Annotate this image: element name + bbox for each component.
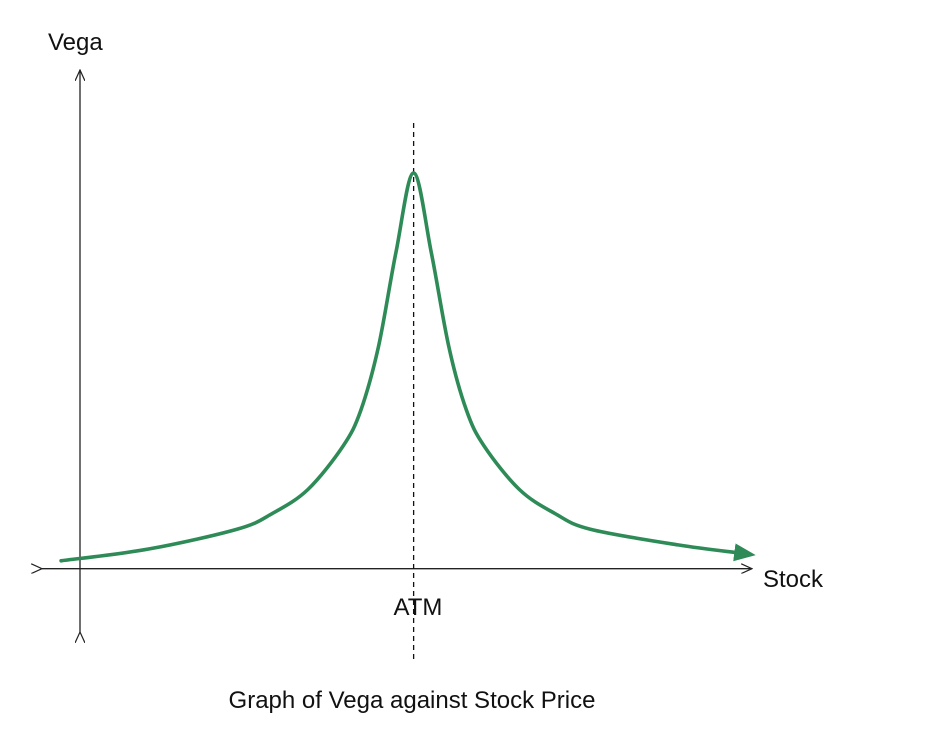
chart-title: Graph of Vega against Stock Price: [229, 687, 596, 714]
atm-label: ATM: [394, 594, 443, 621]
y-axis-label: Vega: [48, 29, 103, 56]
x-axis-label: Stock: [763, 566, 824, 593]
vega-curve: [59, 171, 756, 563]
